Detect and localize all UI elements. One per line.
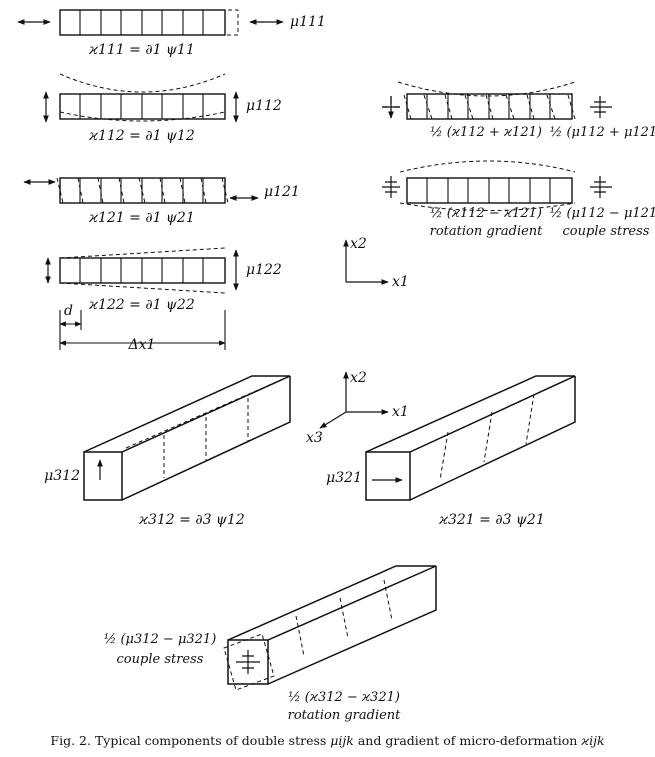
label-anti-mu: ½ (μ112 − μ121) (549, 206, 655, 221)
axis3d-x2-label: x2 (350, 370, 367, 386)
caption-prefix: Fig. 2. (50, 733, 91, 748)
beam-k312 (83, 375, 291, 501)
label-mu122: μ122 (246, 262, 282, 278)
beam-k321 (365, 375, 576, 501)
label-mu321: μ321 (326, 470, 362, 486)
caption-text: Typical components of double stress (94, 733, 327, 748)
relation-k112: ϰ112 = ∂1 ψ12 (89, 128, 195, 144)
caption-k3anti-rotation-gradient: rotation gradient (287, 708, 401, 723)
caption-couple-stress: couple stress (562, 224, 650, 239)
caption-stress-symbol: μijk (330, 733, 354, 748)
label-sym-mu: ½ (μ112 + μ121) (549, 125, 655, 140)
label-k3anti-kappa: ½ (ϰ312 − ϰ321) (288, 690, 400, 705)
caption-k3anti-couple-stress: couple stress (116, 652, 204, 667)
beam-k3anti (223, 565, 437, 691)
relation-k122: ϰ122 = ∂1 ψ22 (89, 297, 195, 313)
bar-k121 (23, 177, 259, 204)
dimension-lines (59, 310, 226, 350)
axis2d-x1-label: x1 (392, 274, 409, 290)
bar-k112 (43, 73, 239, 123)
label-mu121: μ121 (264, 184, 300, 200)
bar-k111 (17, 9, 284, 36)
relation-k111: ϰ111 = ∂1 ψ11 (89, 42, 195, 58)
caption-grad-symbol: ϰijk (581, 733, 605, 748)
caption-rotation-gradient: rotation gradient (429, 224, 543, 239)
relation-k321: ϰ321 = ∂3 ψ21 (439, 512, 545, 528)
label-mu111: μ111 (290, 14, 326, 30)
axis3d-x3-label: x3 (306, 430, 323, 446)
bar-anti (382, 160, 612, 211)
axis2d-x2-label: x2 (350, 236, 367, 252)
caption-connector: and gradient of micro-deformation (357, 733, 578, 748)
figure-caption: Fig. 2. Typical components of double str… (0, 733, 655, 748)
label-delta-x1: Δx1 (128, 337, 156, 353)
axes-3d (319, 371, 389, 429)
relation-k121: ϰ121 = ∂1 ψ21 (89, 210, 195, 226)
label-sym-kappa: ½ (ϰ112 + ϰ121) (430, 125, 542, 140)
axis3d-x1-label: x1 (392, 404, 409, 420)
label-mu112: μ112 (246, 98, 282, 114)
label-mu312: μ312 (44, 468, 80, 484)
axes-2d (343, 239, 389, 285)
bar-k122 (45, 247, 239, 294)
label-k3anti-mu: ½ (μ312 − μ321) (103, 632, 217, 647)
label-anti-kappa: ½ (ϰ112 − ϰ121) (430, 206, 542, 221)
label-d: d (64, 303, 73, 319)
relation-k312: ϰ312 = ∂3 ψ12 (139, 512, 245, 528)
bar-sym (382, 81, 612, 119)
